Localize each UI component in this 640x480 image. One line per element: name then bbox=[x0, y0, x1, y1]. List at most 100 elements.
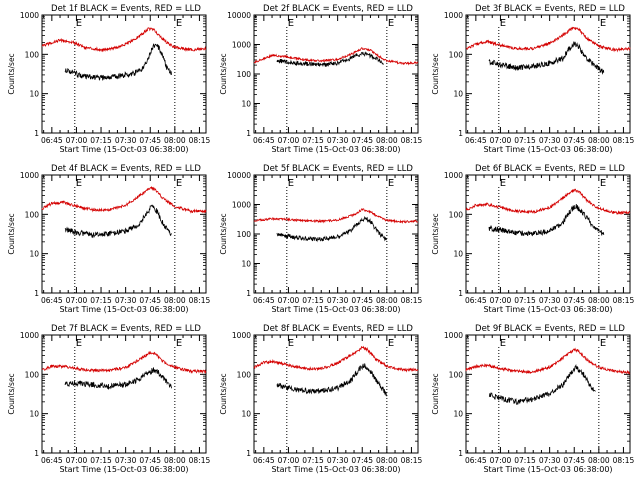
y-tick-label: 100 bbox=[237, 230, 252, 239]
events-series-line bbox=[276, 51, 384, 67]
y-axis-label: Counts/sec bbox=[7, 373, 16, 414]
x-tick-label: 08:00 bbox=[164, 456, 186, 465]
x-tick-label: 07:15 bbox=[514, 296, 536, 305]
y-tick-label: 1 bbox=[458, 289, 463, 298]
y-axis-label: Counts/sec bbox=[219, 213, 228, 254]
x-tick-label: 08:15 bbox=[613, 136, 635, 145]
x-tick-label: 08:00 bbox=[376, 136, 398, 145]
y-tick-label: 10 bbox=[453, 250, 463, 259]
x-tick-label: 08:15 bbox=[189, 136, 211, 145]
event-marker-label: E bbox=[76, 178, 82, 189]
x-tick-label: 07:45 bbox=[351, 296, 373, 305]
y-axis-label: Counts/sec bbox=[219, 53, 228, 94]
y-tick-label: 1000 bbox=[444, 171, 463, 180]
chart-panel-6: Det 6f BLACK = Events, RED = LLD 1 10 100 10… bbox=[431, 164, 634, 314]
x-tick-label: 07:30 bbox=[115, 456, 137, 465]
x-tick-label: 08:15 bbox=[401, 296, 423, 305]
lld-series-line bbox=[41, 350, 207, 375]
chart-title: Det 1f BLACK = Events, RED = LLD bbox=[51, 4, 201, 14]
plot-frame bbox=[41, 174, 207, 294]
x-tick-label: 07:00 bbox=[66, 456, 88, 465]
events-series-line bbox=[488, 41, 605, 75]
events-series-line bbox=[276, 363, 388, 397]
x-tick-label: 07:45 bbox=[563, 136, 585, 145]
y-tick-label: 1 bbox=[458, 449, 463, 458]
x-tick-label: 08:15 bbox=[613, 296, 635, 305]
chart-panel-8: Det 8f BLACK = Events, RED = LLD 1 10 100 10… bbox=[219, 324, 422, 474]
x-tick-label: 08:00 bbox=[588, 296, 610, 305]
y-tick-label: 1000 bbox=[20, 331, 39, 340]
chart-panel-5: Det 5f BLACK = Events, RED = LLD 1 10 100 10… bbox=[219, 164, 422, 314]
x-tick-label: 07:45 bbox=[563, 456, 585, 465]
chart-panel-1: Det 1f BLACK = Events, RED = LLD 1 10 100 10… bbox=[7, 4, 210, 154]
y-tick-label: 10 bbox=[241, 410, 251, 419]
chart-title: Det 5f BLACK = Events, RED = LLD bbox=[263, 164, 413, 174]
event-marker-label: E bbox=[288, 18, 294, 29]
x-tick-label: 06:45 bbox=[465, 296, 487, 305]
y-axis-label: Counts/sec bbox=[431, 53, 440, 94]
x-tick-label: 06:45 bbox=[41, 456, 63, 465]
x-axis-label: Start Time (15-Oct-03 06:38:00) bbox=[59, 465, 188, 474]
x-tick-label: 07:00 bbox=[278, 296, 300, 305]
x-tick-label: 07:45 bbox=[351, 136, 373, 145]
chart-panel-3: Det 3f BLACK = Events, RED = LLD 1 10 100 10… bbox=[431, 4, 634, 154]
x-axis-label: Start Time (15-Oct-03 06:38:00) bbox=[271, 305, 400, 314]
chart-title: Det 8f BLACK = Events, RED = LLD bbox=[263, 324, 413, 334]
y-axis-label: Counts/sec bbox=[219, 373, 228, 414]
y-tick-label: 10000 bbox=[227, 171, 251, 180]
events-series-line bbox=[488, 204, 605, 237]
event-marker-label: E bbox=[500, 178, 506, 189]
event-marker-label: E bbox=[600, 178, 606, 189]
event-marker-label: E bbox=[500, 338, 506, 349]
event-marker-label: E bbox=[388, 338, 394, 349]
x-tick-label: 06:45 bbox=[253, 456, 275, 465]
y-tick-label: 10 bbox=[29, 90, 39, 99]
plot-frame bbox=[465, 334, 631, 454]
events-series-line bbox=[64, 367, 172, 391]
x-tick-label: 08:00 bbox=[376, 456, 398, 465]
x-tick-label: 06:45 bbox=[41, 136, 63, 145]
x-tick-label: 07:15 bbox=[302, 136, 324, 145]
y-tick-label: 10000 bbox=[227, 11, 251, 20]
y-tick-label: 10 bbox=[29, 250, 39, 259]
chart-panel-4: Det 4f BLACK = Events, RED = LLD 1 10 100 10… bbox=[7, 164, 210, 314]
event-marker-label: E bbox=[288, 178, 294, 189]
y-tick-label: 1000 bbox=[20, 171, 39, 180]
y-tick-label: 1 bbox=[246, 289, 251, 298]
events-series-line bbox=[276, 215, 388, 243]
y-tick-label: 100 bbox=[237, 70, 252, 79]
x-tick-label: 06:45 bbox=[253, 296, 275, 305]
event-marker-label: E bbox=[288, 338, 294, 349]
x-tick-label: 07:00 bbox=[278, 136, 300, 145]
x-axis-label: Start Time (15-Oct-03 06:38:00) bbox=[483, 145, 612, 154]
y-tick-label: 100 bbox=[449, 50, 464, 59]
y-tick-label: 10 bbox=[453, 410, 463, 419]
x-tick-label: 07:15 bbox=[90, 296, 112, 305]
x-tick-label: 07:00 bbox=[490, 136, 512, 145]
x-axis-label: Start Time (15-Oct-03 06:38:00) bbox=[483, 305, 612, 314]
event-marker-label: E bbox=[388, 18, 394, 29]
y-tick-label: 1 bbox=[34, 129, 39, 138]
y-axis-label: Counts/sec bbox=[7, 213, 16, 254]
event-marker-label: E bbox=[500, 18, 506, 29]
lld-series-line bbox=[253, 345, 419, 373]
chart-title: Det 4f BLACK = Events, RED = LLD bbox=[51, 164, 201, 174]
x-tick-label: 07:30 bbox=[115, 296, 137, 305]
x-tick-label: 07:00 bbox=[278, 456, 300, 465]
x-tick-label: 08:15 bbox=[613, 456, 635, 465]
event-marker-label: E bbox=[176, 178, 182, 189]
y-tick-label: 100 bbox=[449, 370, 464, 379]
y-tick-label: 1 bbox=[34, 449, 39, 458]
y-tick-label: 100 bbox=[25, 370, 40, 379]
plot-frame bbox=[41, 14, 207, 134]
x-tick-label: 07:15 bbox=[302, 296, 324, 305]
x-tick-label: 07:15 bbox=[90, 136, 112, 145]
chart-title: Det 3f BLACK = Events, RED = LLD bbox=[475, 4, 625, 14]
x-tick-label: 07:45 bbox=[139, 136, 161, 145]
x-tick-label: 07:30 bbox=[539, 456, 561, 465]
x-tick-label: 07:30 bbox=[327, 296, 349, 305]
y-axis-label: Counts/sec bbox=[431, 373, 440, 414]
y-tick-label: 1 bbox=[246, 129, 251, 138]
event-marker-label: E bbox=[600, 338, 606, 349]
y-axis-label: Counts/sec bbox=[7, 53, 16, 94]
